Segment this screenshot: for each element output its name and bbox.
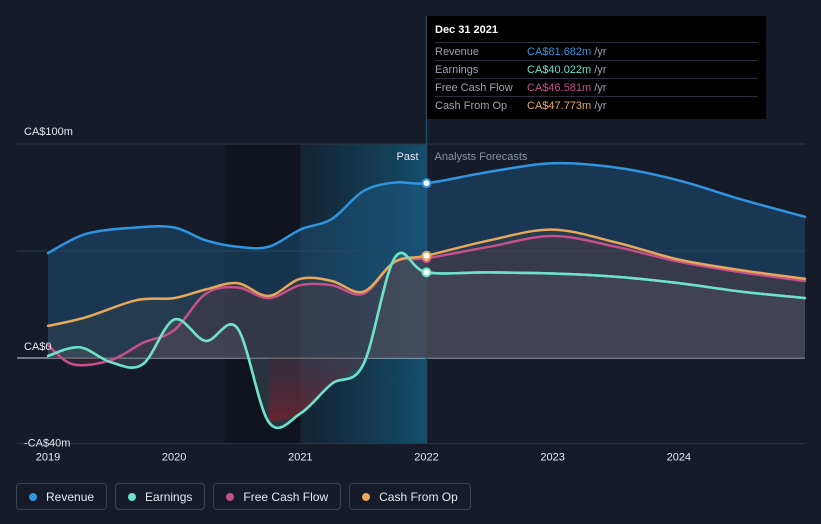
legend-label: Cash From Op: [379, 489, 458, 504]
earnings-marker: [421, 267, 432, 278]
earnings-area: [48, 252, 805, 428]
tooltip: Dec 31 2021 Revenue CA$81.682m /yr Earni…: [427, 16, 766, 119]
cash-from-op-marker: [421, 250, 432, 261]
gridlines: [17, 16, 805, 445]
tooltip-date: Dec 31 2021: [435, 24, 498, 36]
legend-item-earnings[interactable]: Earnings: [115, 483, 206, 510]
axis-labels: CA$100m CA$0 -CA$40m 2019 2020 2021 2022 2023 20…: [24, 126, 691, 464]
tooltip-label: Earnings: [435, 63, 479, 76]
tooltip-value: CA$40.022m: [527, 63, 592, 76]
past-label: Past: [396, 151, 418, 163]
series-lines: [46, 161, 807, 430]
tooltip-unit: /yr: [594, 99, 607, 112]
legend-dot-icon: [362, 492, 371, 501]
legend-item-free-cash-flow[interactable]: Free Cash Flow: [213, 483, 342, 510]
cash-from-op-line: [46, 228, 807, 328]
forecast-label: Analysts Forecasts: [435, 151, 528, 163]
x-tick-label: 2024: [667, 452, 691, 464]
tooltip-value: CA$46.581m: [527, 81, 592, 94]
legend-label: Revenue: [46, 489, 95, 504]
legend-dot-icon: [128, 492, 137, 501]
x-tick-label: 2020: [162, 452, 186, 464]
earnings-line-top: [47, 251, 806, 430]
legend-dot-icon: [226, 492, 235, 501]
tooltip-row: Revenue CA$81.682m /yr: [435, 42, 758, 60]
tooltip-unit: /yr: [594, 63, 607, 76]
tooltip-unit: /yr: [594, 81, 607, 94]
x-tick-label: 2023: [540, 452, 564, 464]
tooltip-label: Free Cash Flow: [435, 81, 513, 94]
y-tick-label: -CA$40m: [24, 438, 70, 450]
tooltip-row: Cash From Op CA$47.773m /yr: [435, 96, 758, 114]
tooltip-markers: [421, 178, 432, 278]
tooltip-row: Free Cash Flow CA$46.581m /yr: [435, 78, 758, 96]
x-tick-label: 2019: [36, 452, 60, 464]
legend-label: Free Cash Flow: [243, 489, 329, 504]
tooltip-label: Revenue: [435, 45, 480, 58]
tooltip-label: Cash From Op: [435, 99, 508, 112]
legend-dot-icon: [29, 492, 37, 501]
tooltip-row: Earnings CA$40.022m /yr: [435, 60, 758, 78]
x-tick-label: 2021: [288, 452, 312, 464]
legend: Revenue Earnings Free Cash Flow Cash Fro…: [16, 483, 471, 510]
tooltip-unit: /yr: [594, 45, 607, 58]
y-tick-label: CA$0: [24, 341, 52, 353]
x-tick-label: 2022: [414, 452, 438, 464]
revenue-marker: [421, 178, 432, 189]
legend-item-revenue[interactable]: Revenue: [16, 483, 108, 510]
revenue-line: [46, 161, 807, 255]
tooltip-value: CA$47.773m: [527, 99, 592, 112]
free-cash-flow-area: [48, 236, 805, 366]
legend-label: Earnings: [145, 489, 193, 504]
earnings-negative-area: [268, 358, 364, 423]
cash-from-op-area: [48, 229, 805, 358]
y-tick-label: CA$100m: [24, 126, 73, 138]
free-cash-flow-line: [46, 234, 807, 367]
tooltip-value: CA$81.682m: [527, 45, 592, 58]
legend-item-cash-from-op[interactable]: Cash From Op: [349, 483, 471, 510]
